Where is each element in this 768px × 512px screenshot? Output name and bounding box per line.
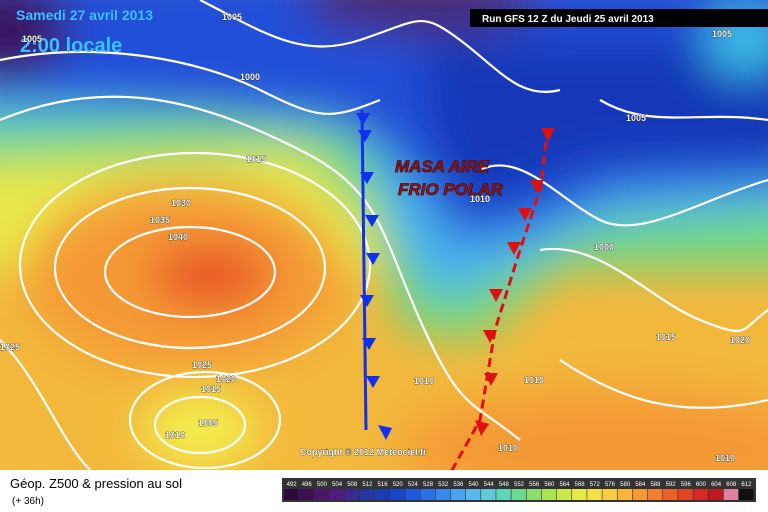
isobar-label: 1010 xyxy=(470,194,490,204)
scale-label: 492 xyxy=(287,482,298,488)
isobar-label: 1020 xyxy=(216,374,236,384)
scale-cell xyxy=(511,489,526,500)
isobar-label: 1005 xyxy=(712,29,732,39)
date: Samedi 27 avril 2013 xyxy=(16,7,153,23)
scale-cell xyxy=(663,489,678,500)
scale-cell xyxy=(738,489,754,500)
scale-label: 608 xyxy=(726,482,737,488)
scale-label: 520 xyxy=(393,482,404,488)
scale-cell xyxy=(647,489,663,500)
scale-label: 544 xyxy=(484,482,495,488)
scale-cell xyxy=(435,489,451,500)
scale-cell xyxy=(299,489,314,500)
scale-cell xyxy=(556,489,572,500)
scale-cell xyxy=(329,489,345,500)
scale-label: 496 xyxy=(302,482,313,488)
scale-label: 568 xyxy=(575,482,586,488)
isobar-label: 1010 xyxy=(414,376,434,386)
scale-cell xyxy=(284,489,299,500)
isobar-label: 1025 xyxy=(192,360,212,370)
scale-cell xyxy=(587,489,602,500)
scale-label: 596 xyxy=(681,482,692,488)
isobar-label: 1005 xyxy=(222,12,242,22)
scale-cell xyxy=(450,489,466,500)
scale-cell xyxy=(314,489,329,500)
legend-title: Géop. Z500 & pression au sol xyxy=(10,476,182,491)
scale-cell xyxy=(723,489,739,500)
scale-label: 604 xyxy=(711,482,722,488)
scale-cell xyxy=(602,489,617,500)
scale-label: 592 xyxy=(666,482,677,488)
scale-cell xyxy=(496,489,511,500)
scale-label: 564 xyxy=(559,482,570,488)
scale-label: 560 xyxy=(544,482,555,488)
scale-cell xyxy=(344,489,360,500)
time: 2:00 locale xyxy=(20,35,122,57)
isobar-label: 1000 xyxy=(594,242,614,252)
scale-label: 540 xyxy=(469,482,480,488)
isobar-label: 1005 xyxy=(198,418,218,428)
scale-label: 516 xyxy=(378,482,389,488)
isobar-label: 1005 xyxy=(626,113,646,123)
scale-label: 576 xyxy=(605,482,616,488)
scale-label: 532 xyxy=(438,482,449,488)
scale-cell xyxy=(465,489,481,500)
scale-cell xyxy=(405,489,420,500)
legend-lead: (+ 36h) xyxy=(12,496,44,507)
isobar-label: 1015 xyxy=(201,384,221,394)
isobar-label: 1005 xyxy=(22,34,42,44)
scale-label: 512 xyxy=(362,482,373,488)
isobar-label: 1010 xyxy=(498,443,518,453)
isobar-label: 1030 xyxy=(171,198,191,208)
isobar-label: 1000 xyxy=(240,72,260,82)
scale-cell xyxy=(374,489,390,500)
isobars xyxy=(0,0,768,471)
scale-cell xyxy=(390,489,405,500)
isobar-label: 1010 xyxy=(524,375,544,385)
scale-label: 552 xyxy=(514,482,525,488)
scale-label: 600 xyxy=(696,482,707,488)
scale-label: 588 xyxy=(650,482,661,488)
run-box xyxy=(470,9,768,27)
scale-cell xyxy=(526,489,542,500)
scale-label: 584 xyxy=(635,482,646,488)
scale-label: 580 xyxy=(620,482,631,488)
scale-cell xyxy=(420,489,436,500)
scale-label: 612 xyxy=(741,482,752,488)
scale-label: 508 xyxy=(347,482,358,488)
isobar-label: 1040 xyxy=(168,232,188,242)
scale-cell xyxy=(541,489,557,500)
scale-cell xyxy=(359,489,375,500)
scale-label: 528 xyxy=(423,482,434,488)
isobar-label: 1035 xyxy=(150,215,170,225)
isobar-label: 1010 xyxy=(165,430,185,440)
isobar-label: 1010 xyxy=(715,453,735,463)
copyright: Copyright © 2012 Meteociel.fr xyxy=(300,447,427,457)
annotation: MASA AIRE xyxy=(395,157,490,176)
scale-label: 548 xyxy=(499,482,510,488)
scale-cell xyxy=(632,489,648,500)
isobar-label: 1015 xyxy=(246,154,266,164)
annotation: FRIO POLAR xyxy=(398,180,504,199)
scale-cell xyxy=(708,489,724,500)
scale-cell xyxy=(481,489,496,500)
scale-cell xyxy=(693,489,708,500)
run-info: Run GFS 12 Z du Jeudi 25 avril 2013 xyxy=(482,14,654,25)
scale-label: 524 xyxy=(408,482,419,488)
isobar-label: 1020 xyxy=(730,335,750,345)
scale-cell xyxy=(572,489,587,500)
scale-label: 556 xyxy=(529,482,540,488)
isobar-label: 1015 xyxy=(656,332,676,342)
scale-label: 536 xyxy=(453,482,464,488)
scale-cell xyxy=(617,489,633,500)
scale-label: 500 xyxy=(317,482,328,488)
scale-label: 572 xyxy=(590,482,601,488)
scale-cell xyxy=(678,489,693,500)
isobar-label: 1025 xyxy=(0,342,20,352)
scale-label: 504 xyxy=(332,482,343,488)
